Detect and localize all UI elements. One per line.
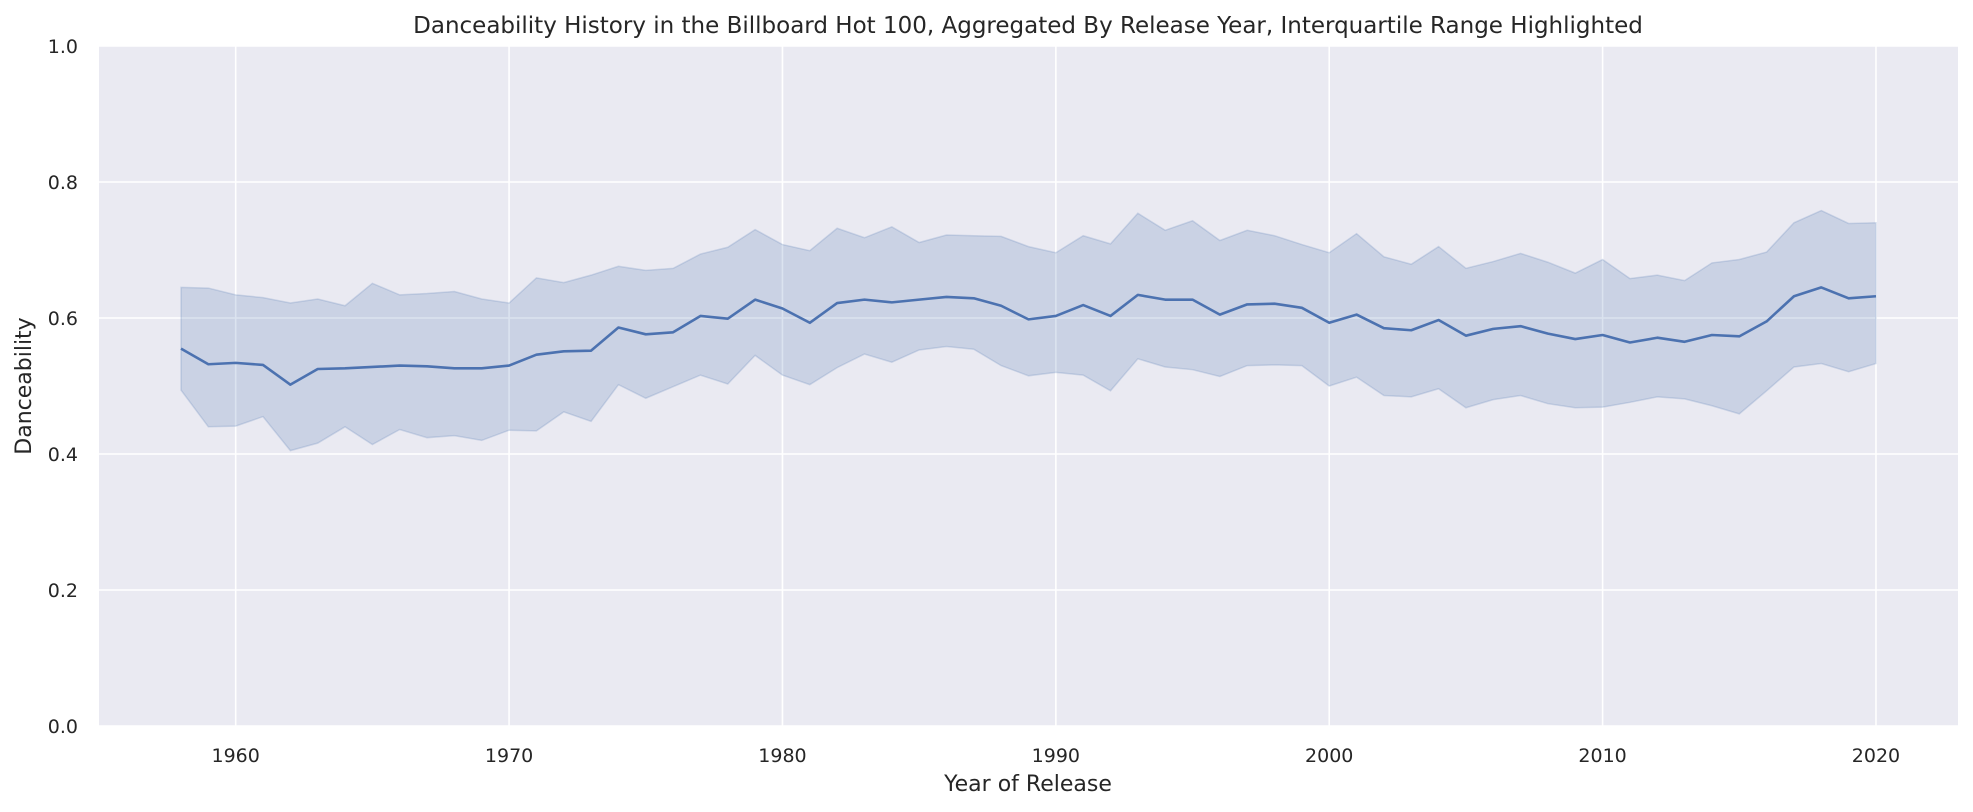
x-tick-label: 2020	[1852, 745, 1900, 767]
y-tick-label: 0.4	[48, 444, 78, 466]
x-axis-ticks: 1960 1970 1980 1990 2000 2010 2020	[212, 745, 1901, 767]
plot-background	[99, 46, 1958, 726]
chart-title: Danceability History in the Billboard Ho…	[413, 13, 1643, 39]
interquartile-range-band	[180, 209, 1877, 452]
x-axis-label: Year of Release	[943, 772, 1112, 797]
y-axis-ticks: 0.0 0.2 0.4 0.6 0.8 1.0	[48, 36, 78, 738]
x-tick-label: 2010	[1578, 745, 1626, 767]
y-tick-label: 1.0	[48, 36, 78, 58]
y-tick-label: 0.8	[48, 172, 78, 194]
x-tick-label: 1980	[758, 745, 806, 767]
y-tick-label: 0.2	[48, 580, 78, 602]
y-tick-label: 0.0	[48, 716, 78, 738]
median-danceability-line	[180, 286, 1877, 386]
x-tick-label: 1970	[485, 745, 533, 767]
y-tick-label: 0.6	[48, 308, 78, 330]
x-tick-label: 2000	[1305, 745, 1353, 767]
x-tick-label: 1960	[212, 745, 260, 767]
x-tick-label: 1990	[1032, 745, 1080, 767]
y-axis-label: Danceability	[12, 317, 37, 454]
